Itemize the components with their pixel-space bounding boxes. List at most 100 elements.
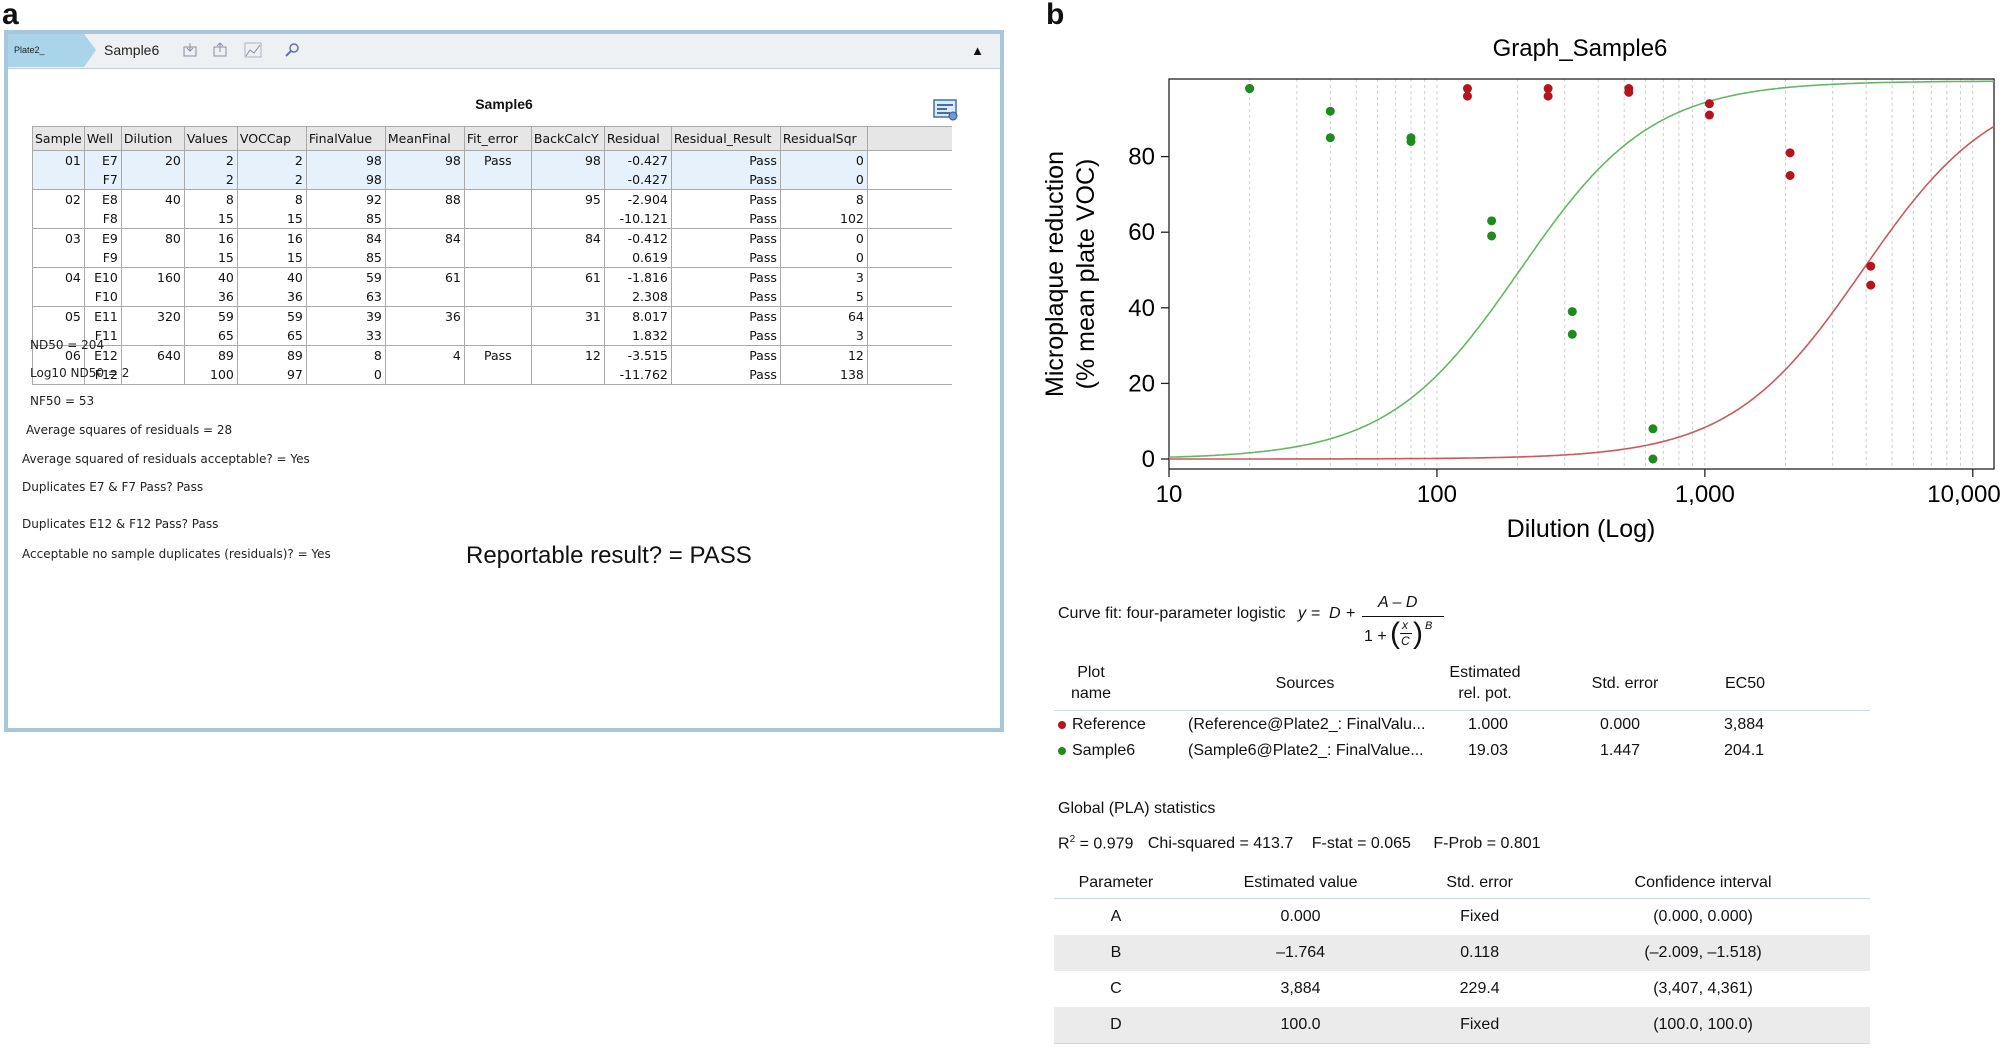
- export-data-icon[interactable]: [212, 42, 230, 58]
- cell-final-value[interactable]: 63: [305, 287, 386, 307]
- cell-residual-sqr[interactable]: 8: [779, 189, 868, 209]
- cell-well[interactable]: E10: [83, 267, 122, 287]
- cell-dilution[interactable]: 80: [120, 228, 185, 248]
- cell-residual-result[interactable]: Pass: [670, 248, 781, 268]
- cell-fit-error[interactable]: [463, 228, 532, 248]
- cell-residual[interactable]: 1.832: [603, 326, 672, 346]
- cell-dilution[interactable]: 160: [120, 267, 185, 287]
- table-row[interactable]: F10 36 36 63 2.308 Pass 5: [32, 287, 952, 307]
- cell-residual-sqr[interactable]: 0: [779, 170, 868, 190]
- cell-dilution[interactable]: [120, 287, 185, 307]
- cell-well[interactable]: F10: [83, 287, 122, 307]
- cell-residual-sqr[interactable]: 12: [779, 345, 868, 365]
- cell-mean-final[interactable]: [384, 170, 465, 190]
- cell-well[interactable]: E7: [83, 150, 122, 170]
- cell-residual-sqr[interactable]: 5: [779, 287, 868, 307]
- column-header[interactable]: FinalValue: [305, 126, 386, 151]
- cell-voccap[interactable]: 8: [236, 189, 307, 209]
- cell-residual[interactable]: 0.619: [603, 248, 672, 268]
- cell-dilution[interactable]: [120, 365, 185, 385]
- cell-residual-result[interactable]: Pass: [670, 189, 781, 209]
- cell-residual[interactable]: -10.121: [603, 209, 672, 229]
- cell-voccap[interactable]: 97: [236, 365, 307, 385]
- cell-final-value[interactable]: 84: [305, 228, 386, 248]
- cell-mean-final[interactable]: [384, 248, 465, 268]
- cell-dilution[interactable]: 40: [120, 189, 185, 209]
- column-header[interactable]: Dilution: [120, 126, 185, 151]
- column-header[interactable]: Well: [83, 126, 122, 151]
- cell-values[interactable]: 16: [183, 228, 238, 248]
- cell-back-calc-y[interactable]: [530, 365, 605, 385]
- column-header[interactable]: VOCCap: [236, 126, 307, 151]
- column-header[interactable]: ResidualSqr: [779, 126, 868, 151]
- cell-fit-error[interactable]: Pass: [463, 345, 532, 365]
- cell-voccap[interactable]: 16: [236, 228, 307, 248]
- cell-voccap[interactable]: 15: [236, 248, 307, 268]
- cell-voccap[interactable]: 15: [236, 209, 307, 229]
- cell-back-calc-y[interactable]: 31: [530, 306, 605, 326]
- cell-well[interactable]: E12: [83, 345, 122, 365]
- cell-values[interactable]: 15: [183, 209, 238, 229]
- cell-residual-result[interactable]: Pass: [670, 287, 781, 307]
- cell-final-value[interactable]: 98: [305, 150, 386, 170]
- cell-back-calc-y[interactable]: 98: [530, 150, 605, 170]
- cell-back-calc-y[interactable]: [530, 326, 605, 346]
- cell-residual-sqr[interactable]: 0: [779, 150, 868, 170]
- cell-back-calc-y[interactable]: [530, 287, 605, 307]
- table-row[interactable]: 06 E12 640 89 89 8 4 Pass 12 -3.515 Pass 12: [32, 345, 952, 365]
- cell-residual-sqr[interactable]: 102: [779, 209, 868, 229]
- column-header[interactable]: Values: [183, 126, 238, 151]
- cell-dilution[interactable]: [120, 248, 185, 268]
- column-header[interactable]: Residual_Result: [670, 126, 781, 151]
- cell-values[interactable]: 36: [183, 287, 238, 307]
- table-row[interactable]: F8 15 15 85 -10.121 Pass 102: [32, 209, 952, 229]
- cell-fit-error[interactable]: [463, 170, 532, 190]
- cell-fit-error[interactable]: [463, 365, 532, 385]
- cell-mean-final[interactable]: 4: [384, 345, 465, 365]
- cell-final-value[interactable]: 0: [305, 365, 386, 385]
- cell-back-calc-y[interactable]: 61: [530, 267, 605, 287]
- cell-values[interactable]: 89: [183, 345, 238, 365]
- cell-sample[interactable]: [32, 287, 85, 307]
- cell-sample[interactable]: 03: [32, 228, 85, 248]
- cell-final-value[interactable]: 59: [305, 267, 386, 287]
- sample-grid[interactable]: Sample Well Dilution Values VOCCap FinalValue…: [32, 126, 952, 385]
- cell-back-calc-y[interactable]: [530, 248, 605, 268]
- cell-dilution[interactable]: [120, 209, 185, 229]
- cell-sample[interactable]: 05: [32, 306, 85, 326]
- cell-voccap[interactable]: 40: [236, 267, 307, 287]
- cell-residual-result[interactable]: Pass: [670, 150, 781, 170]
- table-row[interactable]: F9 15 15 85 0.619 Pass 0: [32, 248, 952, 268]
- cell-residual-sqr[interactable]: 0: [779, 248, 868, 268]
- cell-voccap[interactable]: 59: [236, 306, 307, 326]
- cell-fit-error[interactable]: [463, 267, 532, 287]
- cell-mean-final[interactable]: 84: [384, 228, 465, 248]
- cell-values[interactable]: 65: [183, 326, 238, 346]
- cell-mean-final[interactable]: [384, 365, 465, 385]
- cell-dilution[interactable]: 640: [120, 345, 185, 365]
- collapse-up-icon[interactable]: ▲: [971, 43, 984, 58]
- column-header[interactable]: MeanFinal: [384, 126, 465, 151]
- cell-residual-result[interactable]: Pass: [670, 306, 781, 326]
- cell-fit-error[interactable]: [463, 248, 532, 268]
- cell-dilution[interactable]: 320: [120, 306, 185, 326]
- cell-voccap[interactable]: 2: [236, 170, 307, 190]
- cell-well[interactable]: F8: [83, 209, 122, 229]
- cell-fit-error[interactable]: Pass: [463, 150, 532, 170]
- cell-fit-error[interactable]: [463, 326, 532, 346]
- cell-final-value[interactable]: 92: [305, 189, 386, 209]
- column-header[interactable]: Fit_error: [463, 126, 532, 151]
- cell-voccap[interactable]: 65: [236, 326, 307, 346]
- export-grid-icon[interactable]: [933, 98, 959, 122]
- cell-residual-sqr[interactable]: 3: [779, 326, 868, 346]
- table-row[interactable]: F12 100 97 0 -11.762 Pass 138: [32, 365, 952, 385]
- cell-mean-final[interactable]: 61: [384, 267, 465, 287]
- cell-mean-final[interactable]: [384, 326, 465, 346]
- cell-values[interactable]: 8: [183, 189, 238, 209]
- cell-residual[interactable]: -0.427: [603, 150, 672, 170]
- cell-final-value[interactable]: 39: [305, 306, 386, 326]
- table-row[interactable]: F7 2 2 98 -0.427 Pass 0: [32, 170, 952, 190]
- cell-sample[interactable]: 02: [32, 189, 85, 209]
- cell-residual[interactable]: 8.017: [603, 306, 672, 326]
- cell-well[interactable]: F7: [83, 170, 122, 190]
